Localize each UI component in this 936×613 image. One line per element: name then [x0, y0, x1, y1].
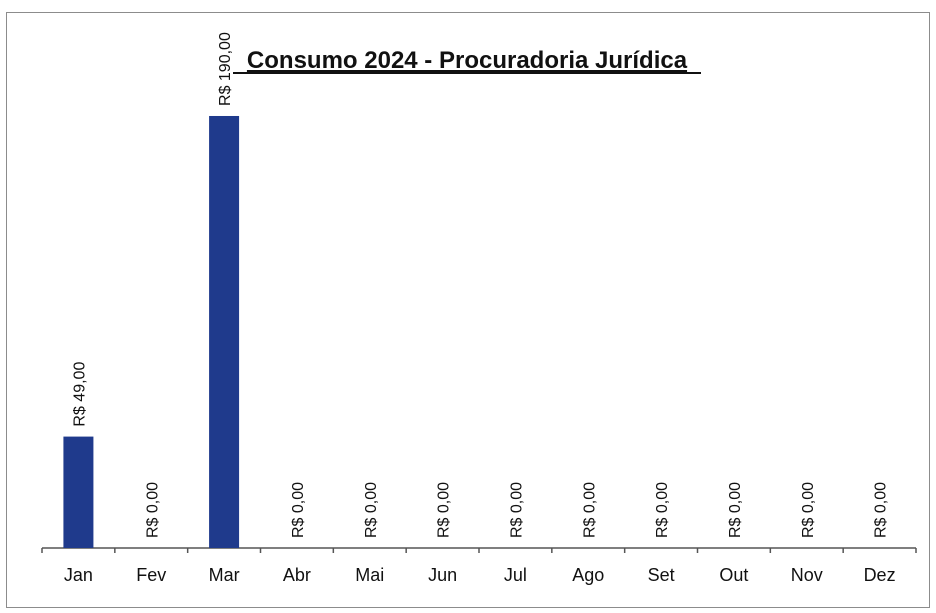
chart-frame	[6, 12, 930, 608]
bars-group	[63, 115, 240, 549]
data-label-mai: R$ 0,00	[363, 482, 380, 538]
data-label-fev: R$ 0,00	[144, 482, 161, 538]
chart-title: Consumo 2024 - Procuradoria Jurídica	[247, 47, 688, 74]
category-label-nov: Nov	[791, 565, 823, 585]
category-label-set: Set	[648, 565, 675, 585]
category-label-out: Out	[719, 565, 748, 585]
x-axis-ticks	[41, 548, 917, 553]
data-label-jun: R$ 0,00	[436, 482, 453, 538]
category-label-mar: Mar	[209, 565, 240, 585]
category-label-jan: Jan	[64, 565, 93, 585]
data-label-dez: R$ 0,00	[873, 482, 890, 538]
bar-mar	[209, 115, 240, 549]
category-label-dez: Dez	[864, 565, 896, 585]
data-label-mar: R$ 190,00	[217, 32, 234, 106]
data-label-nov: R$ 0,00	[800, 482, 817, 538]
category-label-jun: Jun	[428, 565, 457, 585]
category-label-mai: Mai	[355, 565, 384, 585]
category-label-abr: Abr	[283, 565, 311, 585]
data-label-ago: R$ 0,00	[581, 482, 598, 538]
category-label-jul: Jul	[504, 565, 527, 585]
data-label-jul: R$ 0,00	[508, 482, 525, 538]
data-label-out: R$ 0,00	[727, 482, 744, 538]
data-labels-group: R$ 49,00 R$ 0,00 R$ 190,00 R$ 0,00 R$ 0,00 R$…	[71, 32, 889, 538]
category-label-ago: Ago	[572, 565, 604, 585]
bar-jan	[63, 436, 94, 548]
data-label-set: R$ 0,00	[654, 482, 671, 538]
category-labels-group: Jan Fev Mar Abr Mai Jun Jul Ago Set Out Nov Dez	[64, 565, 896, 585]
data-label-jan: R$ 49,00	[71, 362, 88, 427]
data-label-abr: R$ 0,00	[290, 482, 307, 538]
category-label-fev: Fev	[136, 565, 166, 585]
